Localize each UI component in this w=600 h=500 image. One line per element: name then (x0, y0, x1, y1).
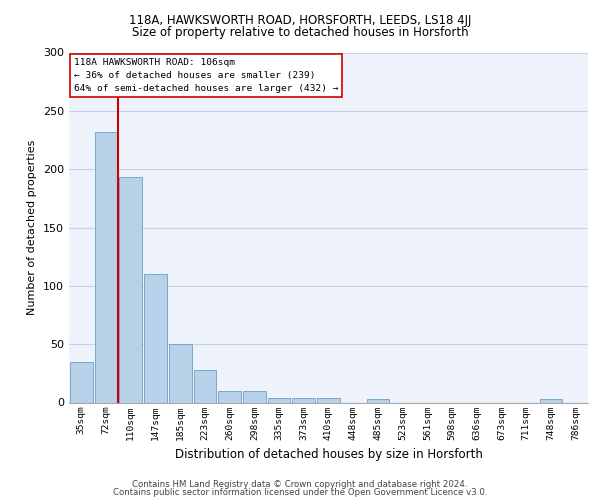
Bar (317, 398, 340, 402)
Bar (243, 391, 266, 402)
Bar (539, 399, 562, 402)
Bar (119, 178, 142, 402)
Bar (194, 370, 216, 402)
Bar (367, 399, 389, 402)
Bar (70, 362, 93, 403)
X-axis label: Distribution of detached houses by size in Horsforth: Distribution of detached houses by size … (175, 448, 482, 461)
Bar (268, 398, 290, 402)
Bar (292, 398, 315, 402)
Bar (218, 391, 241, 402)
Text: 118A, HAWKSWORTH ROAD, HORSFORTH, LEEDS, LS18 4JJ: 118A, HAWKSWORTH ROAD, HORSFORTH, LEEDS,… (129, 14, 471, 27)
Text: 118A HAWKSWORTH ROAD: 106sqm
← 36% of detached houses are smaller (239)
64% of s: 118A HAWKSWORTH ROAD: 106sqm ← 36% of de… (74, 58, 338, 93)
Y-axis label: Number of detached properties: Number of detached properties (28, 140, 37, 315)
Bar (144, 274, 167, 402)
Bar (95, 132, 118, 402)
Text: Contains public sector information licensed under the Open Government Licence v3: Contains public sector information licen… (113, 488, 487, 497)
Bar (169, 344, 191, 403)
Text: Contains HM Land Registry data © Crown copyright and database right 2024.: Contains HM Land Registry data © Crown c… (132, 480, 468, 489)
Text: Size of property relative to detached houses in Horsforth: Size of property relative to detached ho… (131, 26, 469, 39)
